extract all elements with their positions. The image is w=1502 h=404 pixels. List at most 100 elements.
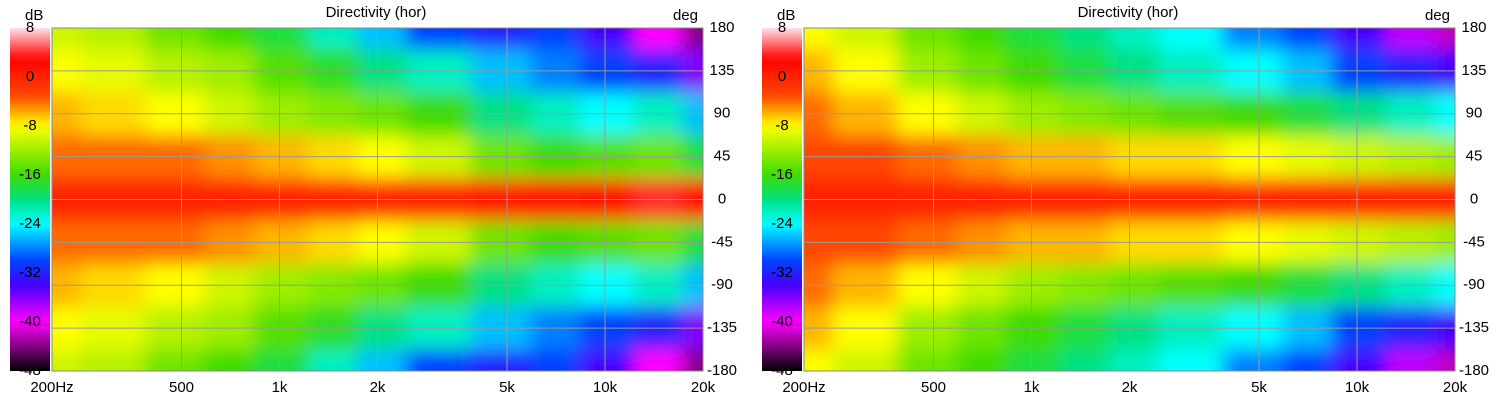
heatmap-cell <box>633 28 684 50</box>
heatmap-cell <box>205 349 255 371</box>
heatmap-cell <box>804 349 834 371</box>
x-tick-label: 20k <box>1443 379 1468 396</box>
heatmap-cell <box>1109 28 1159 50</box>
heatmap-cell <box>80 349 146 371</box>
colorbar-label: dB <box>25 7 43 24</box>
heatmap-cell <box>1006 349 1061 371</box>
colorbar-tick-label: -16 <box>771 166 793 183</box>
colorbar-tick-label: -24 <box>19 215 41 232</box>
heatmap-cell <box>1331 28 1387 50</box>
x-tick-label: 1k <box>272 379 288 396</box>
y-tick-label: -90 <box>1463 276 1485 293</box>
heatmap-cell <box>530 349 581 371</box>
heatmap-cell <box>406 28 472 50</box>
heatmap-cell <box>682 28 703 50</box>
heatmap-cell <box>1434 28 1455 50</box>
heatmap-cell <box>1282 349 1333 371</box>
y-tick-label: 135 <box>1461 62 1486 79</box>
y-tick-label: -135 <box>707 319 737 336</box>
colorbar-tick-label: 0 <box>778 68 786 85</box>
colorbar-tick-label: -8 <box>23 117 36 134</box>
colorbar <box>10 28 50 371</box>
plot-frame <box>803 27 1456 372</box>
y-tick-label: -135 <box>1459 319 1489 336</box>
heatmap-cell <box>579 28 635 50</box>
x-tick-label: 1k <box>1024 379 1040 396</box>
heatmap-cell <box>357 28 407 50</box>
y-tick-label: -45 <box>1463 233 1485 250</box>
heatmap-cell <box>254 349 309 371</box>
heatmap-cell <box>1109 349 1159 371</box>
heatmap-cell <box>1222 28 1284 50</box>
heatmap-cell <box>145 349 206 371</box>
heatmap-cell <box>579 349 635 371</box>
heatmap-cell <box>308 349 358 371</box>
heatmap-cell <box>1158 349 1224 371</box>
y-tick-label: -90 <box>711 276 733 293</box>
y-tick-label: -180 <box>1459 362 1489 379</box>
heatmap-cell <box>1434 349 1455 371</box>
colorbar <box>762 28 802 371</box>
heatmap-cell <box>52 349 82 371</box>
heatmap-cell <box>1060 28 1110 50</box>
heatmap-cell <box>957 28 1007 50</box>
x-tick-label: 10k <box>593 379 618 396</box>
heatmap-cell <box>80 28 146 50</box>
colorbar-tick-label: -24 <box>771 215 793 232</box>
heatmap-cell <box>1331 349 1387 371</box>
heatmap-cell <box>897 349 958 371</box>
x-tick-label: 200Hz <box>30 379 73 396</box>
heatmap-cell <box>1222 349 1284 371</box>
heatmap-cell <box>470 28 532 50</box>
heatmap-cell <box>1282 28 1333 50</box>
colorbar-tick-label: -40 <box>771 313 793 330</box>
heatmap-cell <box>1060 349 1110 371</box>
chart-title: Directivity (hor) <box>326 4 427 21</box>
plot-frame <box>51 27 704 372</box>
colorbar-tick-label: -32 <box>771 264 793 281</box>
x-tick-label: 200Hz <box>782 379 825 396</box>
y-axis-label: deg <box>1425 7 1450 24</box>
x-tick-label: 5k <box>499 379 515 396</box>
heatmap-cell <box>1158 28 1224 50</box>
colorbar-tick-label: -48 <box>771 362 793 379</box>
y-tick-label: -180 <box>707 362 737 379</box>
heatmap-cell <box>804 28 834 50</box>
heatmap-cell <box>1006 28 1061 50</box>
heatmap-cell <box>52 28 82 50</box>
colorbar-tick-label: 8 <box>26 19 34 36</box>
y-tick-label: 90 <box>1466 105 1483 122</box>
x-tick-label: 10k <box>1345 379 1370 396</box>
y-axis-label: deg <box>673 7 698 24</box>
heatmap-cell <box>470 349 532 371</box>
heatmap-cell <box>832 28 898 50</box>
y-tick-label: 45 <box>1466 148 1483 165</box>
y-tick-label: 45 <box>714 148 731 165</box>
colorbar-tick-label: 0 <box>26 68 34 85</box>
heatmap-cell <box>145 28 206 50</box>
chart-title: Directivity (hor) <box>1078 4 1179 21</box>
colorbar-tick-label: -48 <box>19 362 41 379</box>
heatmap-cell <box>254 28 309 50</box>
heatmap-cell <box>406 349 472 371</box>
colorbar-tick-label: 8 <box>778 19 786 36</box>
colorbar-tick-label: -32 <box>19 264 41 281</box>
heatmap-cell <box>633 349 684 371</box>
y-tick-label: 90 <box>714 105 731 122</box>
y-tick-label: 180 <box>709 19 734 36</box>
colorbar-label: dB <box>777 7 795 24</box>
y-tick-label: 180 <box>1461 19 1486 36</box>
heatmap-cell <box>1385 349 1436 371</box>
x-tick-label: 2k <box>370 379 386 396</box>
heatmap-cell <box>897 28 958 50</box>
heatmap-cell <box>1385 28 1436 50</box>
colorbar-tick-label: -16 <box>19 166 41 183</box>
x-tick-label: 2k <box>1122 379 1138 396</box>
heatmap-cell <box>205 28 255 50</box>
heatmap-cell <box>357 349 407 371</box>
x-tick-label: 500 <box>921 379 946 396</box>
y-tick-label: -45 <box>711 233 733 250</box>
colorbar-tick-label: -40 <box>19 313 41 330</box>
